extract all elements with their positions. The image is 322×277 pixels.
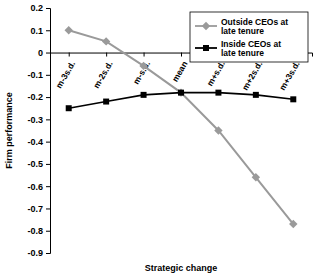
y-tick-label: -0.4: [27, 137, 43, 147]
y-tick-mark: [46, 53, 50, 54]
series-marker: [177, 88, 185, 96]
y-tick-mark: [46, 208, 50, 209]
y-axis-title: Firm performance: [4, 92, 14, 169]
series-marker: [252, 173, 260, 181]
x-tick-label: m+s.d.: [205, 59, 227, 88]
y-tick: -0.7: [27, 204, 50, 214]
y-tick-label: -0.1: [27, 70, 43, 80]
x-tick-label: m-3s.d.: [54, 59, 78, 90]
y-tick-label: -0.9: [27, 248, 43, 258]
y-tick: 0: [38, 48, 50, 58]
y-tick-mark: [46, 253, 50, 254]
y-tick: -0.5: [27, 159, 50, 169]
y-tick-mark: [46, 231, 50, 232]
y-tick-mark: [46, 75, 50, 76]
y-tick-mark: [46, 164, 50, 165]
x-tick-mark: [144, 53, 145, 57]
x-tick-label: m+3s.d.: [277, 59, 302, 92]
y-tick: -0.1: [27, 70, 50, 80]
x-tick: m-2s.d.: [91, 53, 115, 91]
y-tick-label: -0.8: [27, 226, 43, 236]
y-tick-mark: [46, 30, 50, 31]
series-marker: [253, 92, 259, 98]
legend-label: Inside CEOs atlate tenure: [221, 39, 281, 58]
y-tick: -0.4: [27, 137, 50, 147]
series-marker: [214, 126, 222, 134]
x-tick-label: m-2s.d.: [91, 59, 115, 90]
y-tick-mark: [46, 186, 50, 187]
x-tick-mark: [69, 53, 70, 57]
y-tick-mark: [46, 142, 50, 143]
series-marker: [65, 26, 73, 34]
y-tick: 0.2: [30, 3, 50, 13]
x-axis-title: Strategic change: [145, 263, 218, 273]
y-tick-label: 0.2: [30, 3, 43, 13]
y-tick-label: -0.3: [27, 115, 43, 125]
y-tick-label: -0.2: [27, 92, 43, 102]
legend-marker: [203, 45, 209, 51]
legend: Outside CEOs atlate tenure Inside CEOs at…: [190, 12, 308, 62]
series-marker: [290, 96, 296, 102]
legend-label: Outside CEOs atlate tenure: [221, 17, 288, 36]
y-axis: 0.2 0.1 0 -0.1 -0.2 -0.3 -0.4 -0.5 -0.6 -0.7 -0.8 -…: [27, 3, 50, 258]
series-marker: [103, 99, 109, 105]
series-group: [65, 26, 298, 228]
legend-item: Inside CEOs atlate tenure: [195, 39, 281, 58]
y-tick-mark: [46, 8, 50, 9]
y-tick: 0.1: [30, 26, 50, 36]
plot: 0.2 0.1 0 -0.1 -0.2 -0.3 -0.4 -0.5 -0.6 -0.7 -0.8 -…: [27, 3, 312, 258]
series-marker: [139, 62, 147, 70]
series-marker: [66, 105, 72, 111]
x-tick: m-3s.d.: [54, 53, 78, 91]
y-tick: -0.9: [27, 248, 50, 258]
x-tick: mean: [170, 53, 190, 84]
y-tick-label: -0.5: [27, 159, 43, 169]
series-marker: [178, 90, 184, 96]
y-tick: -0.2: [27, 92, 50, 102]
y-tick: -0.3: [27, 115, 50, 125]
y-tick-label: 0: [38, 48, 43, 58]
chart: 0.2 0.1 0 -0.1 -0.2 -0.3 -0.4 -0.5 -0.6 -0.7 -0.8 -…: [0, 0, 322, 277]
x-tick-mark: [181, 53, 182, 57]
y-tick: -0.8: [27, 226, 50, 236]
y-tick: -0.6: [27, 182, 50, 192]
y-tick-label: 0.1: [30, 26, 43, 36]
series-marker: [141, 92, 147, 98]
y-tick-label: -0.6: [27, 182, 43, 192]
y-tick-mark: [46, 97, 50, 98]
x-tick-label: m-s.d.: [131, 59, 152, 86]
series-marker: [289, 220, 297, 228]
x-tick-label: m+2s.d.: [240, 59, 265, 92]
y-tick-mark: [46, 119, 50, 120]
x-tick-label: mean: [170, 59, 190, 83]
legend-item: Outside CEOs atlate tenure: [195, 17, 288, 36]
y-tick-label: -0.7: [27, 204, 43, 214]
series-marker: [215, 90, 221, 96]
y-axis-line: [46, 9, 51, 254]
legend-box: [190, 12, 308, 62]
series-marker: [102, 37, 110, 45]
legend-marker: [202, 22, 210, 30]
x-tick-mark: [106, 53, 107, 57]
